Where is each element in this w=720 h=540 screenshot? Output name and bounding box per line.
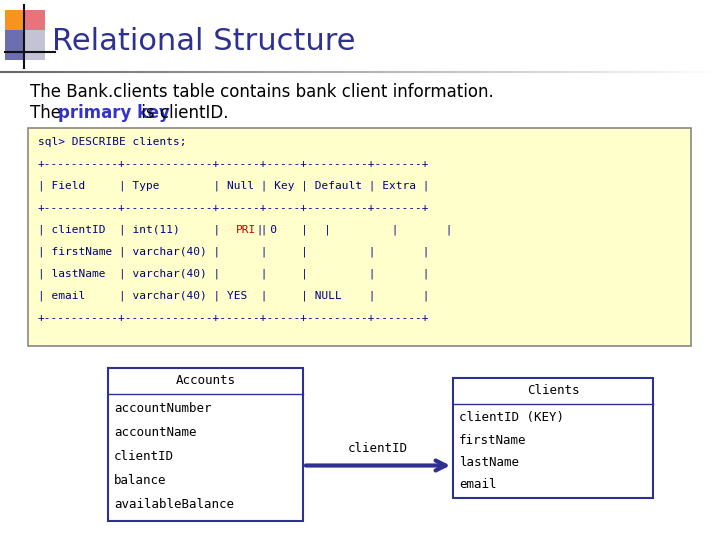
Text: Accounts: Accounts bbox=[176, 375, 235, 388]
Text: | lastName  | varchar(40) |      |     |         |       |: | lastName | varchar(40) | | | | | bbox=[38, 269, 430, 279]
Bar bbox=[108, 368, 303, 521]
Text: Clients: Clients bbox=[527, 384, 580, 397]
Text: The: The bbox=[30, 104, 66, 122]
Text: The Bank.clients table contains bank client information.: The Bank.clients table contains bank cli… bbox=[30, 83, 494, 101]
Bar bbox=[25, 10, 45, 30]
Text: availableBalance: availableBalance bbox=[114, 497, 234, 510]
Text: +-----------+-------------+------+-----+---------+-------+: +-----------+-------------+------+-----+… bbox=[38, 313, 430, 323]
Text: accountNumber: accountNumber bbox=[114, 402, 212, 415]
Text: clientID (KEY): clientID (KEY) bbox=[459, 411, 564, 424]
Text: | email     | varchar(40) | YES  |     | NULL    |       |: | email | varchar(40) | YES | | NULL | | bbox=[38, 291, 430, 301]
Text: lastName: lastName bbox=[459, 456, 519, 469]
Text: sql> DESCRIBE clients;: sql> DESCRIBE clients; bbox=[38, 137, 186, 147]
Text: firstName: firstName bbox=[459, 434, 526, 447]
Bar bbox=[25, 30, 45, 60]
Text: email: email bbox=[459, 477, 497, 490]
Text: | 0       |         |       |: | 0 | | | bbox=[250, 225, 453, 235]
Bar bbox=[28, 128, 691, 346]
Text: +-----------+-------------+------+-----+---------+-------+: +-----------+-------------+------+-----+… bbox=[38, 159, 430, 169]
Bar bbox=[5, 10, 25, 30]
Text: clientID: clientID bbox=[114, 449, 174, 462]
Text: | firstName | varchar(40) |      |     |         |       |: | firstName | varchar(40) | | | | | bbox=[38, 247, 430, 257]
Bar bbox=[5, 30, 25, 60]
Text: | clientID  | int(11)     |      |     |: | clientID | int(11) | | | bbox=[38, 225, 315, 235]
Text: balance: balance bbox=[114, 474, 166, 487]
Text: | Field     | Type        | Null | Key | Default | Extra |: | Field | Type | Null | Key | Default | … bbox=[38, 181, 430, 191]
Text: accountName: accountName bbox=[114, 426, 197, 438]
Bar bbox=[453, 378, 653, 498]
Text: clientID: clientID bbox=[348, 442, 408, 456]
Text: PRI: PRI bbox=[235, 225, 256, 235]
Text: primary key: primary key bbox=[58, 104, 170, 122]
Text: +-----------+-------------+------+-----+---------+-------+: +-----------+-------------+------+-----+… bbox=[38, 203, 430, 213]
Text: is clientID.: is clientID. bbox=[136, 104, 228, 122]
Text: Relational Structure: Relational Structure bbox=[52, 28, 356, 57]
